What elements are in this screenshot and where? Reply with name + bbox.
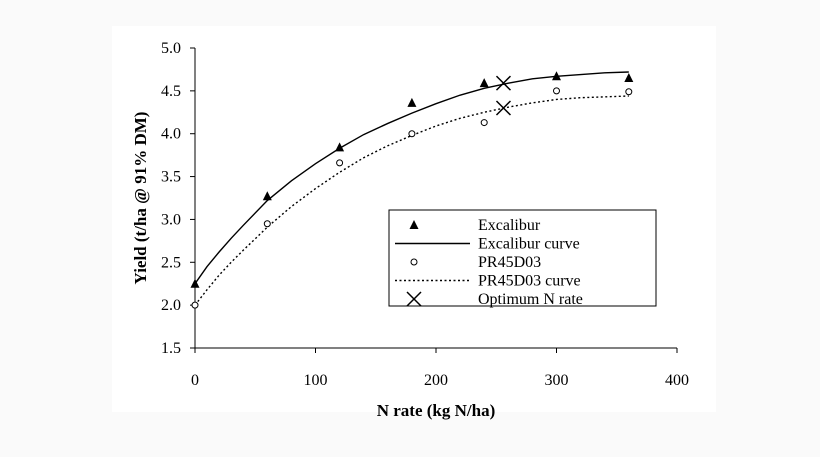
legend-swatch-optimum-n-rate	[406, 291, 422, 307]
excalibur-point	[190, 278, 200, 288]
optimum-n-rate-point	[495, 100, 512, 116]
pr45d03-point	[480, 119, 488, 127]
legend-box	[388, 209, 657, 307]
y-axis-label: Yield (t/ha @ 91% DM)	[131, 112, 150, 285]
legend-swatch-pr45d03	[410, 258, 418, 266]
optimum-x-stroke	[406, 291, 422, 307]
optimum-x-stroke	[495, 100, 512, 116]
y-tick-label: 3.0	[161, 211, 181, 228]
pr45d03-point	[625, 88, 633, 96]
x-axis-label: N rate (kg N/ha)	[377, 401, 496, 420]
excalibur-point	[262, 191, 272, 201]
legend-swatch-excalibur	[409, 220, 419, 229]
y-tick-label: 3.5	[161, 169, 181, 186]
pr45d03-curve-line	[194, 95, 629, 306]
excalibur-point	[479, 78, 489, 88]
pr45d03-point	[191, 301, 199, 309]
pr45d03-point	[408, 130, 416, 138]
x-tick-label: 300	[545, 372, 569, 389]
x-tick-label: 200	[424, 372, 448, 389]
excalibur-point	[624, 73, 634, 82]
legend-label-pr45d03-curve: PR45D03 curve	[478, 273, 581, 290]
y-tick-label: 4.5	[161, 83, 181, 100]
optimum-x-stroke	[495, 75, 512, 91]
x-tick-label: 400	[665, 372, 689, 389]
excalibur-point	[335, 142, 345, 152]
pr45d03-point	[553, 87, 560, 95]
x-tick-label: 100	[304, 372, 328, 389]
x-tick-label: 0	[191, 372, 199, 389]
optimum-n-rate-point	[495, 75, 512, 91]
excalibur-point	[552, 71, 561, 81]
y-tick-label: 4.0	[161, 126, 181, 143]
y-tick-label: 1.5	[161, 340, 181, 357]
y-tick-label: 2.0	[161, 297, 181, 314]
pr45d03-point	[336, 159, 344, 167]
legend-label-pr45d03: PR45D03	[478, 254, 541, 271]
excalibur-point	[407, 97, 417, 107]
legend-label-excalibur-curve: Excalibur curve	[478, 236, 580, 253]
pr45d03-point	[263, 220, 271, 228]
y-tick-label: 2.5	[161, 254, 181, 271]
legend-label-optimum-n-rate: Optimum N rate	[478, 291, 583, 308]
y-tick-label: 5.0	[161, 40, 181, 57]
excalibur-curve-line	[194, 71, 629, 285]
legend-label-excalibur: Excalibur	[478, 217, 541, 234]
